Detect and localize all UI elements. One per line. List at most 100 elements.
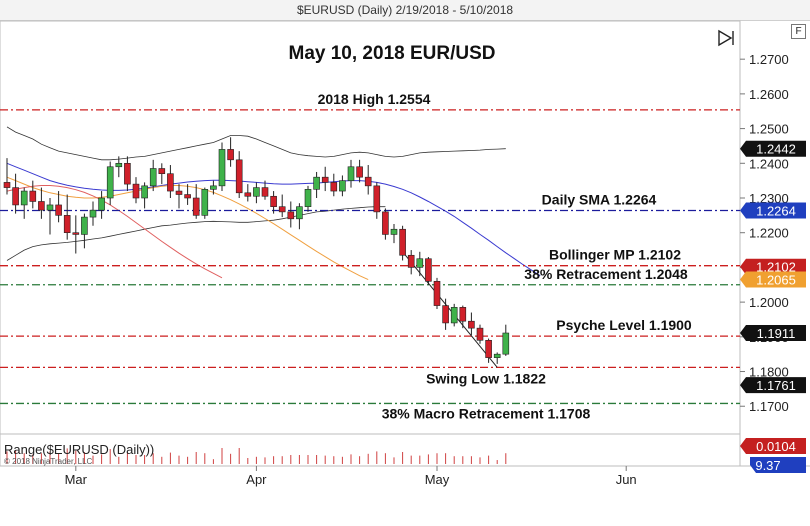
x-tick-label: Apr [246,472,267,487]
play-icon[interactable] [718,29,734,47]
price-marker-bg [740,140,806,157]
candle [261,180,269,200]
candle [81,213,88,249]
candle-body [407,254,415,268]
indicator-panel [0,433,741,467]
candle [330,173,338,197]
price-marker: 1.2102 [740,258,806,275]
candle [476,324,484,344]
candle [253,182,260,204]
candle-body [63,215,71,234]
chart-title: May 10, 2018 EUR/USD [289,43,496,64]
range-second-label: 9.37 [755,458,780,473]
candle [407,250,415,275]
candle [175,184,183,209]
range-second-marker: 9.37 [750,457,806,473]
candle [313,171,320,198]
candle-body [38,201,45,211]
copyright-label: © 2018 NinjaTrader, LLC [4,457,93,466]
candle [124,156,131,192]
x-tick-label: Mar [65,472,88,487]
price-marker-label: 1.2442 [756,142,796,157]
candle-body [98,197,105,211]
candle-body [192,197,200,216]
candle-body [493,353,501,358]
y-tick-label: 1.2500 [749,122,789,137]
candle-body [287,211,295,220]
candle [12,173,19,214]
candle-body [55,204,62,216]
range-value-label: 0.0104 [756,439,796,454]
bollinger-lower-line [6,206,386,261]
candle [433,277,441,310]
candle-body [390,228,398,235]
candle-body [433,280,441,306]
candle-body [29,190,37,202]
x-axis-labels: Mar Apr May Jun [65,466,637,487]
range-value-bg [740,438,806,454]
candle-body [502,332,510,355]
candle-body [106,166,114,199]
price-marker-label: 1.1761 [756,378,796,393]
candle-body [382,211,389,235]
candle [106,161,114,205]
bollinger-upper-line [6,126,506,161]
candle-body [425,258,432,282]
price-marker: 1.2442 [740,140,806,157]
candle [373,182,381,219]
candle-body [373,185,381,213]
candle [493,352,501,364]
candle-body [278,206,286,213]
candle [46,198,54,235]
y-tick-label: 1.2200 [749,226,789,241]
y-tick-label: 1.1700 [749,399,789,414]
candles [3,137,510,364]
candle [149,159,157,192]
candle-body [132,183,140,199]
candle [347,159,355,188]
candle-body [270,195,277,207]
candle [132,177,140,204]
candle-body [244,192,252,197]
candle [218,142,226,192]
f-button[interactable]: F [791,24,806,39]
candle [244,184,252,202]
price-panel [0,20,741,435]
candle [235,151,243,198]
candle-body [321,176,329,183]
price-marker-bg [740,377,806,394]
y-tick-label: 1.2400 [749,156,789,171]
candle-body [175,190,183,195]
candle-body [476,327,484,341]
y-tick-label: 1.2000 [749,295,789,310]
candle-body [89,209,97,218]
candle [98,191,105,219]
candle [321,166,329,192]
candle-body [218,149,226,187]
candle [227,137,234,167]
candle [356,159,363,183]
x-tick-label: Jun [616,472,637,487]
candle [468,312,475,336]
candle [278,194,286,218]
price-marker: 1.2065 [740,271,806,288]
candle [382,208,389,240]
candle-body [227,149,234,161]
candle [270,191,277,214]
price-marker-label: 1.2102 [756,260,796,275]
candle [72,215,80,254]
candle-body [253,187,260,197]
candle-body [330,182,338,192]
candle-body [210,185,217,190]
level-label: 2018 High 1.2554 [318,91,431,107]
y-tick-label: 1.2700 [749,52,789,67]
candle [158,163,166,185]
range-indicator: Range($EURUSD (Daily))© 2018 NinjaTrader… [4,438,806,473]
price-marker: 1.1761 [740,377,806,394]
candle-body [442,305,449,324]
candle-body [356,166,363,178]
bollinger-bands [6,126,506,261]
